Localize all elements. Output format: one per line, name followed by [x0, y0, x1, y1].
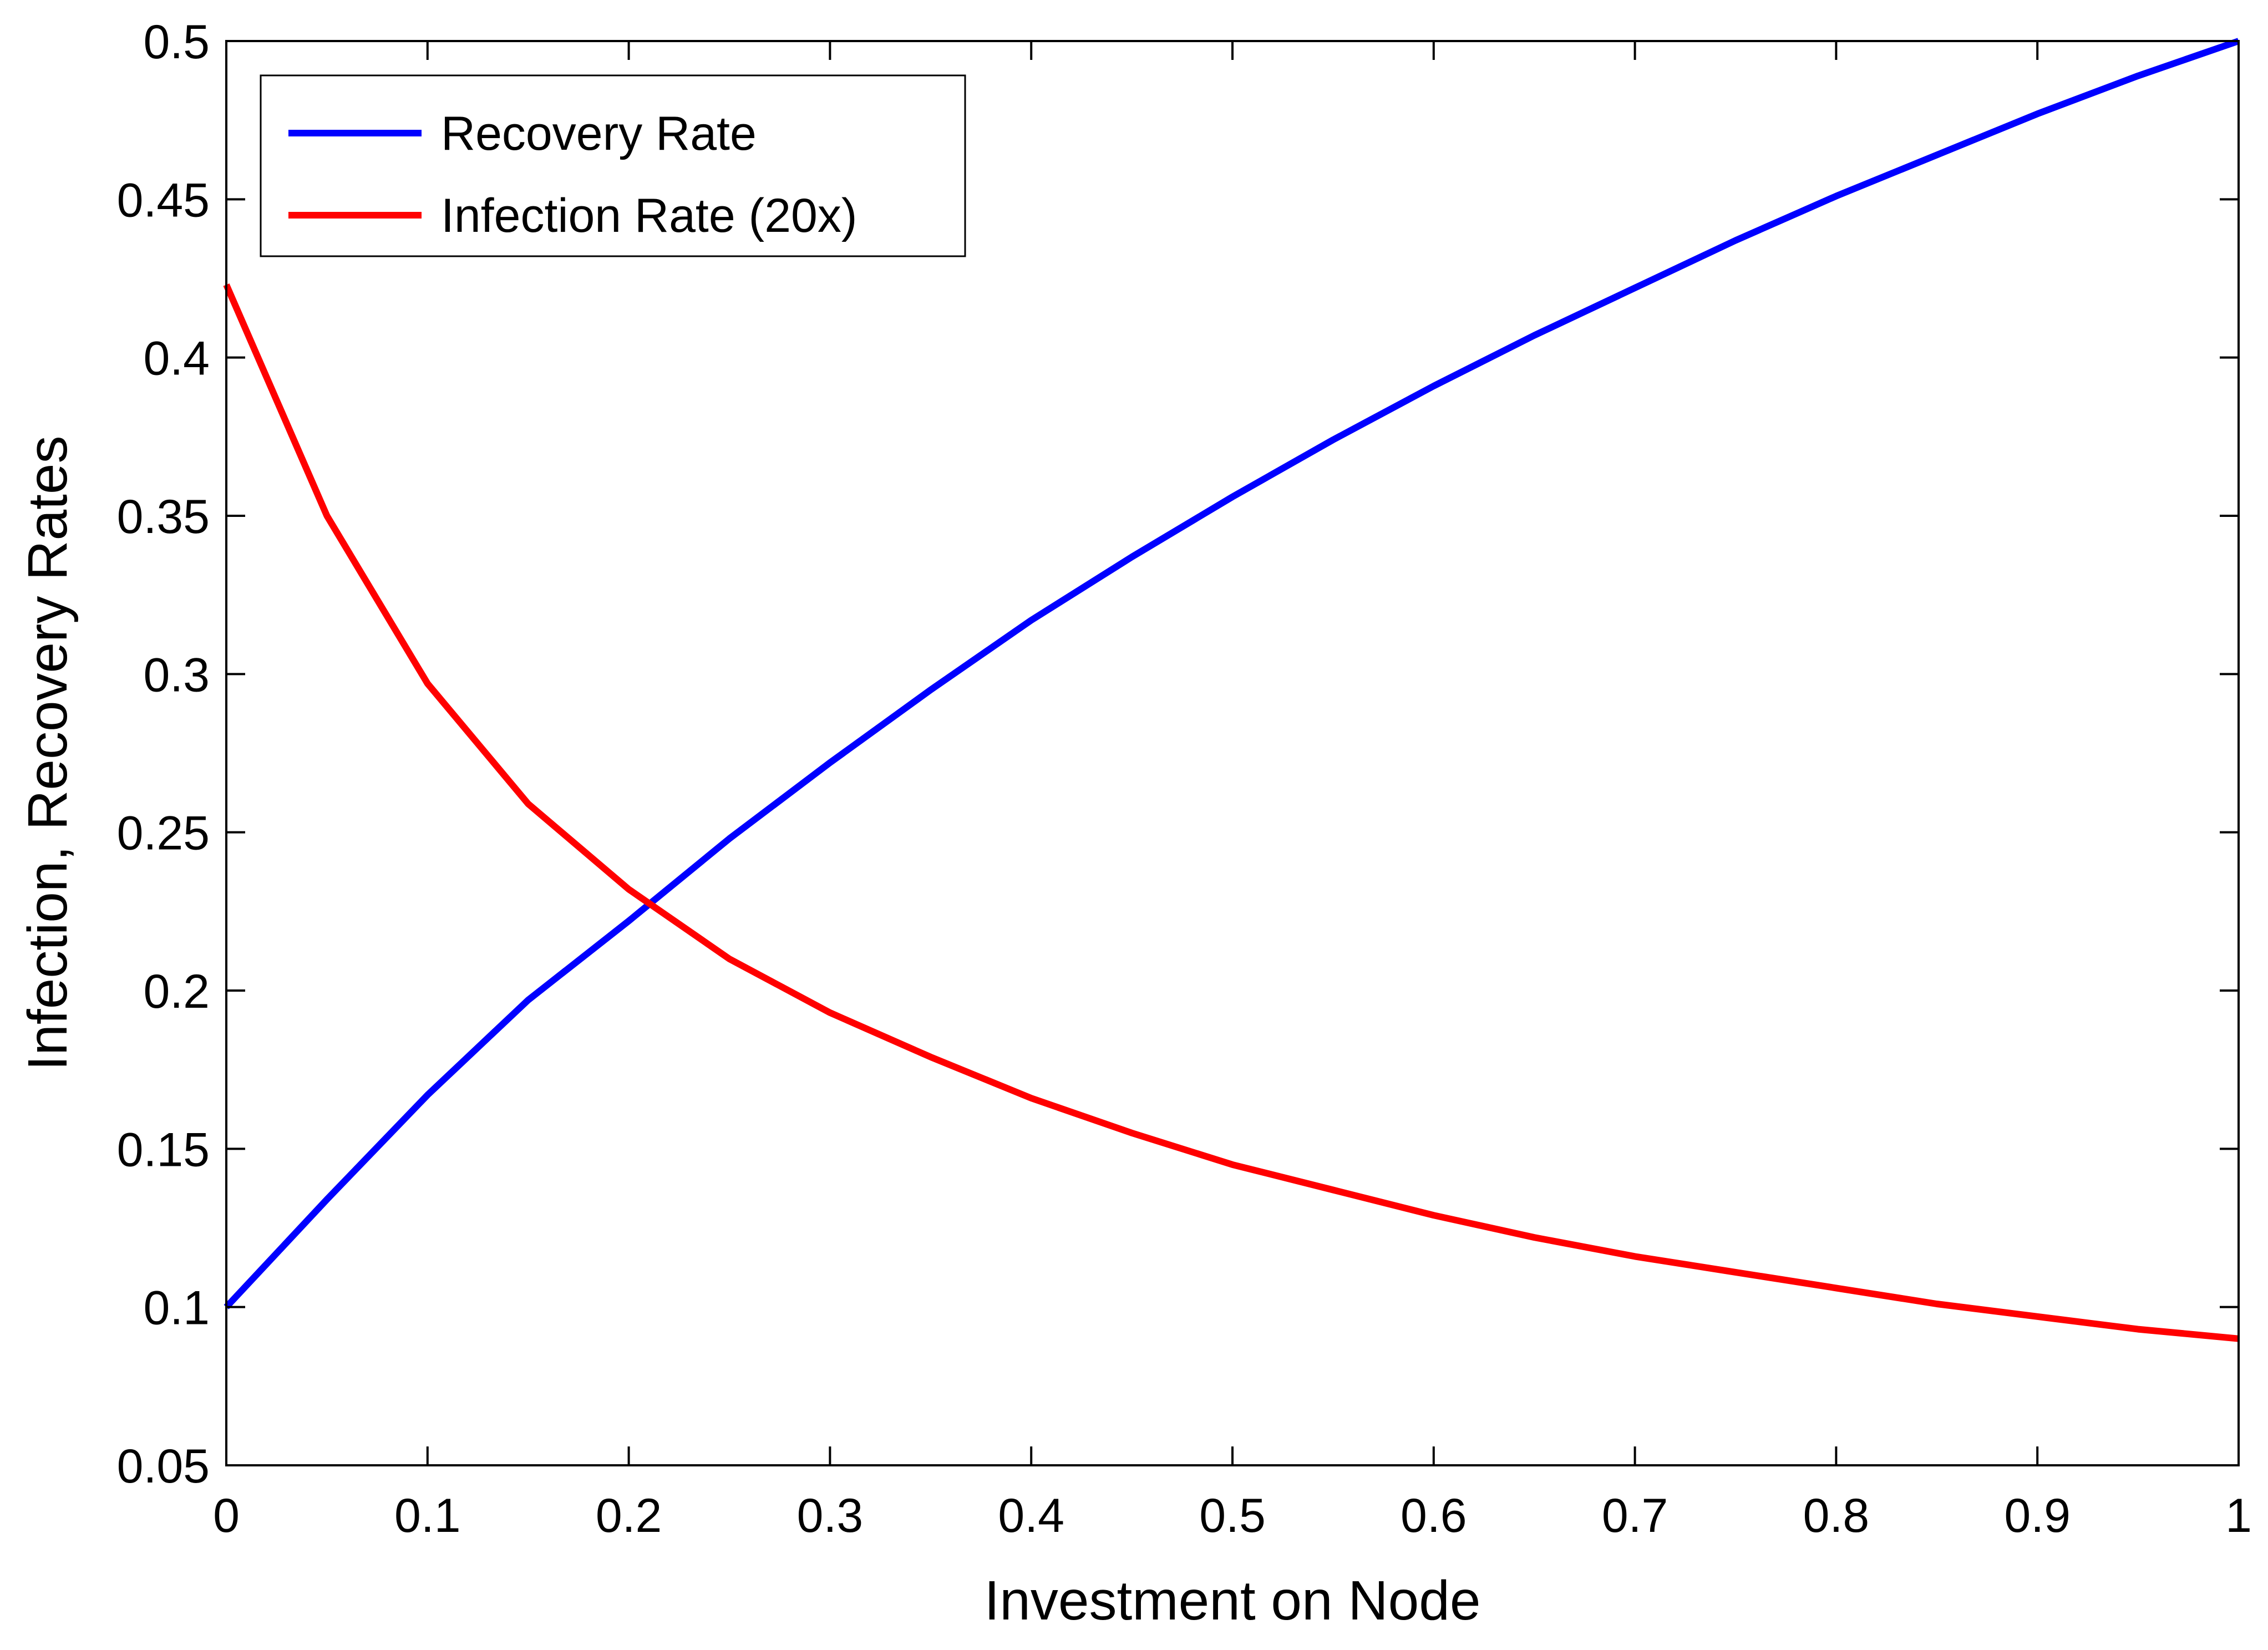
x-tick-label: 0 [213, 1489, 240, 1542]
x-tick-label: 1 [2225, 1489, 2252, 1542]
y-tick-label: 0.15 [117, 1123, 210, 1176]
y-tick-label: 0.3 [143, 648, 210, 702]
x-tick-label: 0.3 [797, 1489, 864, 1542]
series-layer [223, 38, 2240, 1342]
x-tick-label: 0.2 [596, 1489, 662, 1542]
x-tick-label: 0.6 [1401, 1489, 1467, 1542]
y-tick-label: 0.2 [143, 965, 210, 1018]
legend-label-recovery-rate: Recovery Rate [441, 107, 757, 160]
series-line-infection-rate [223, 283, 2239, 1342]
x-axis-title: Investment on Node [985, 1570, 1481, 1632]
legend-box [260, 74, 966, 257]
y-tick-label: 0.4 [143, 332, 210, 385]
y-axis-title: Infection, Recovery Rates [17, 436, 79, 1071]
x-tick-label: 0.7 [1602, 1489, 1668, 1542]
legend: Recovery Rate Infection Rate (20x) [260, 74, 966, 257]
y-tick-label: 0.25 [117, 807, 210, 860]
x-tick-label: 0.9 [2004, 1489, 2071, 1542]
y-tick-label: 0.1 [143, 1282, 210, 1335]
x-tick-label: 0.5 [1199, 1489, 1266, 1542]
x-tick-label: 0.4 [998, 1489, 1064, 1542]
y-tick-label: 0.05 [117, 1440, 210, 1493]
y-tick-label: 0.35 [117, 490, 210, 544]
tick-layer: 0 0.1 0.2 0.3 0.4 0.5 0.6 0.7 0.8 0.9 1 0.05 0.1 0.15… [117, 16, 2252, 1542]
x-tick-label: 0.1 [394, 1489, 461, 1542]
legend-label-infection-rate: Infection Rate (20x) [441, 189, 857, 242]
x-tick-label: 0.8 [1803, 1489, 1870, 1542]
y-tick-label: 0.5 [143, 16, 210, 69]
series-line-recovery-rate [224, 38, 2240, 1309]
y-tick-label: 0.45 [117, 174, 210, 227]
